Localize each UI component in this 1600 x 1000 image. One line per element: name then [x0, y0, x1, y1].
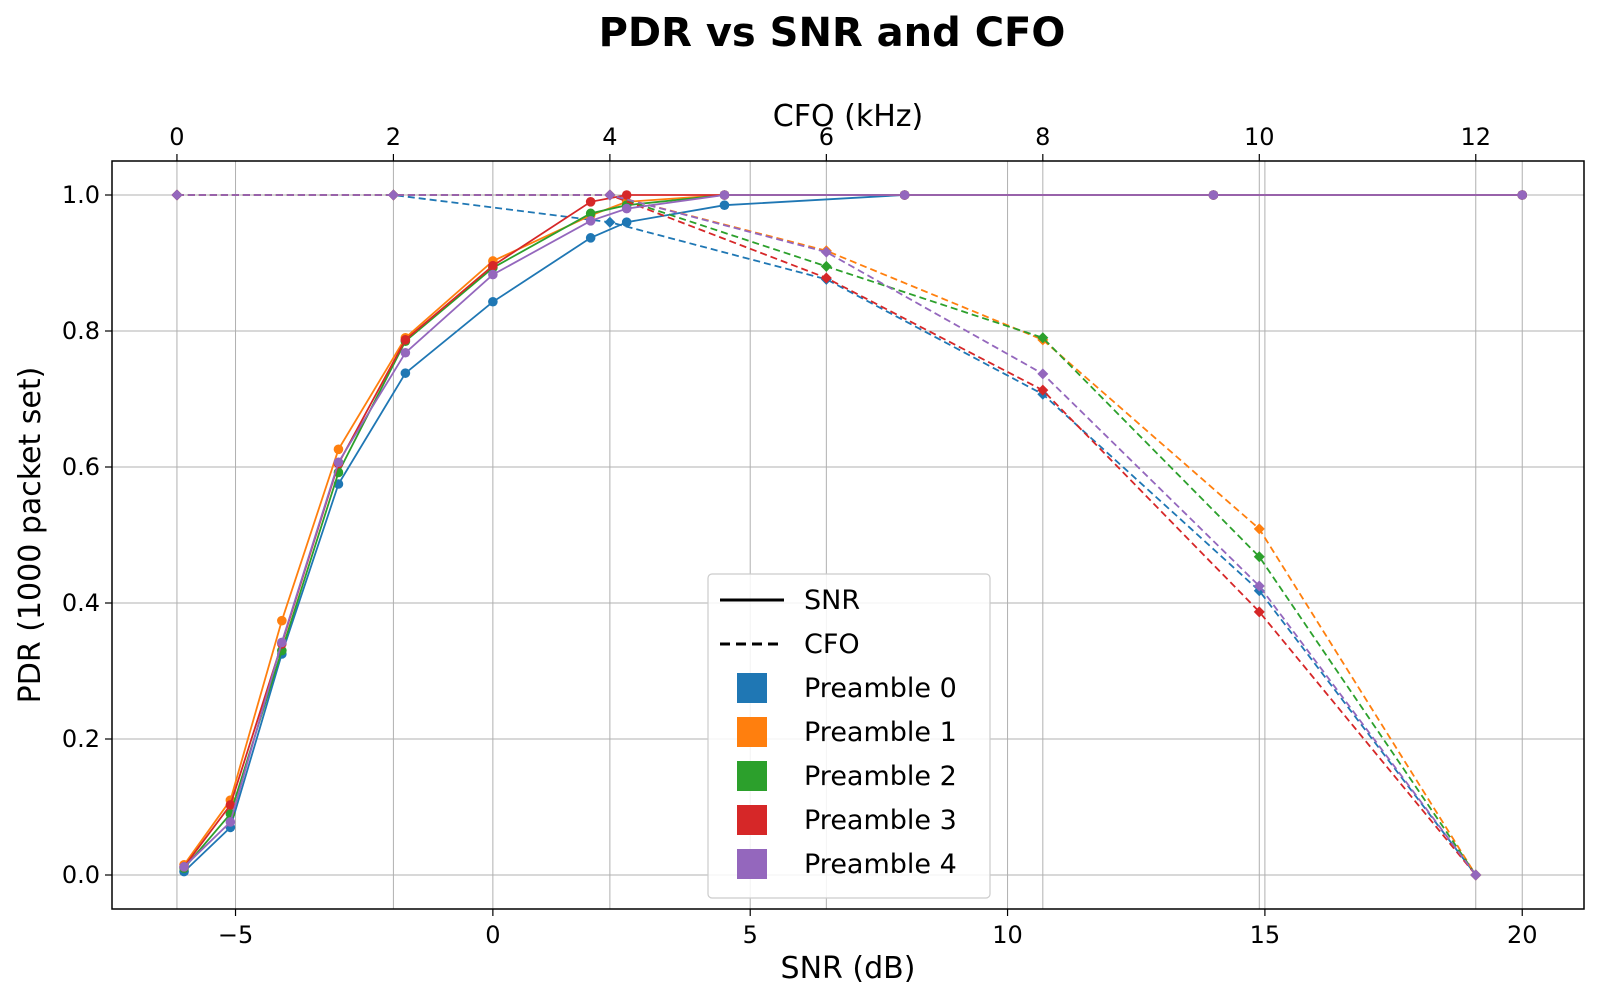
plot-frame	[111, 160, 1585, 910]
preamble-0-snr-point	[400, 368, 411, 378]
legend-label-preamble-1: Preamble 1	[804, 717, 957, 748]
legend-label-preamble-0: Preamble 0	[804, 673, 957, 704]
y-tick-label: 0.2	[62, 725, 100, 753]
preamble-4-snr-point	[1517, 190, 1528, 200]
preamble-3-cfo-point	[1037, 384, 1049, 396]
preamble-4-snr-point	[179, 862, 189, 872]
legend-swatch-preamble-0	[737, 673, 767, 703]
y-tick-label: 0.0	[62, 861, 100, 889]
axis-ticks: −5 0 5 10 15 20 0 2 4 6 8 10 12 0.0 0.2 0.4 0.6 0.8 1.0	[62, 123, 1538, 949]
preamble-4-snr-point	[621, 203, 632, 214]
preamble-0-snr-point	[585, 233, 596, 243]
preamble-4-snr-point	[400, 347, 411, 358]
y-tick-label: 0.6	[62, 453, 100, 481]
preamble-4-cfo-point	[1470, 869, 1482, 881]
y-tick-label: 0.8	[62, 317, 100, 345]
preamble-3-snr-point	[621, 190, 632, 200]
preamble-2-cfo-point	[820, 260, 832, 272]
x-top-tick-label: 12	[1460, 123, 1491, 151]
legend-swatch-preamble-2	[737, 761, 767, 791]
preamble-4-snr-point	[899, 190, 910, 200]
legend-swatch-preamble-4	[737, 849, 767, 879]
y-tick-label: 0.4	[62, 589, 100, 617]
preamble-4-cfo-point	[604, 189, 616, 201]
preamble-3-snr-point	[400, 335, 411, 345]
legend-label-preamble-3: Preamble 3	[804, 805, 957, 836]
x-bottom-tick-label: 20	[1507, 921, 1538, 949]
preamble-3-cfo-point	[820, 272, 832, 284]
preamble-1-snr-point	[333, 444, 344, 455]
preamble-4-snr-point	[277, 637, 287, 648]
legend-label-cfo: CFO	[804, 629, 860, 660]
series-layer	[171, 189, 1528, 881]
preamble-2-cfo-point	[1253, 551, 1265, 563]
preamble-3-snr-point	[585, 197, 596, 207]
preamble-4-cfo-point	[387, 189, 399, 201]
preamble-4-snr-point	[1208, 190, 1219, 200]
x-bottom-tick-label: 5	[743, 921, 758, 949]
legend-box	[707, 573, 991, 899]
preamble-0-snr-point	[719, 200, 730, 210]
preamble-1-cfo-point	[1253, 523, 1265, 535]
chart-title: PDR vs SNR and CFO	[599, 10, 1066, 56]
preamble-4-snr-point	[719, 190, 730, 200]
preamble-4-cfo-point	[1037, 368, 1049, 380]
x-top-tick-label: 10	[1244, 123, 1275, 151]
legend-swatch-preamble-3	[737, 805, 767, 835]
preamble-3-snr-point	[488, 260, 498, 271]
preamble-3-cfo-point	[1253, 606, 1265, 618]
y-tick-label: 1.0	[62, 181, 100, 209]
preamble-4-cfo-point	[820, 246, 832, 258]
preamble-4-snr-point	[333, 457, 344, 468]
preamble-4-snr-point	[225, 817, 236, 827]
legend: SNR CFO Preamble 0 Preamble 1 Preamble 2 Prea…	[707, 573, 991, 899]
y-axis-label: PDR (1000 packet set)	[13, 367, 48, 704]
preamble-0-cfo-point	[604, 216, 616, 228]
x-top-tick-label: 4	[602, 123, 617, 151]
x-bottom-tick-label: 0	[485, 921, 500, 949]
preamble-3-snr-point	[225, 800, 236, 810]
legend-label-preamble-2: Preamble 2	[804, 761, 957, 792]
preamble-4-snr-point	[585, 216, 596, 226]
x-axis-top-label: CFO (kHz)	[773, 99, 923, 134]
x-top-tick-label: 0	[169, 123, 184, 151]
legend-label-snr: SNR	[804, 585, 860, 616]
x-top-tick-label: 2	[386, 123, 401, 151]
preamble-2-cfo-point	[1037, 332, 1049, 344]
x-axis-bottom-label: SNR (dB)	[781, 951, 916, 986]
x-top-tick-label: 6	[819, 123, 834, 151]
x-bottom-tick-label: 10	[992, 921, 1023, 949]
preamble-4-snr-line	[183, 194, 1523, 868]
preamble-0-snr-point	[621, 217, 632, 227]
preamble-4-snr-point	[488, 269, 498, 280]
x-top-tick-label: 8	[1035, 123, 1050, 151]
preamble-4-cfo-point	[1253, 580, 1265, 592]
preamble-2-snr-point	[585, 208, 596, 219]
legend-label-preamble-4: Preamble 4	[804, 849, 957, 880]
preamble-4-cfo-point	[171, 189, 183, 201]
legend-swatch-preamble-1	[737, 717, 767, 747]
x-bottom-tick-label: 15	[1250, 921, 1281, 949]
x-bottom-tick-label: −5	[218, 921, 253, 949]
preamble-1-snr-point	[277, 615, 287, 626]
preamble-0-snr-point	[488, 296, 498, 307]
